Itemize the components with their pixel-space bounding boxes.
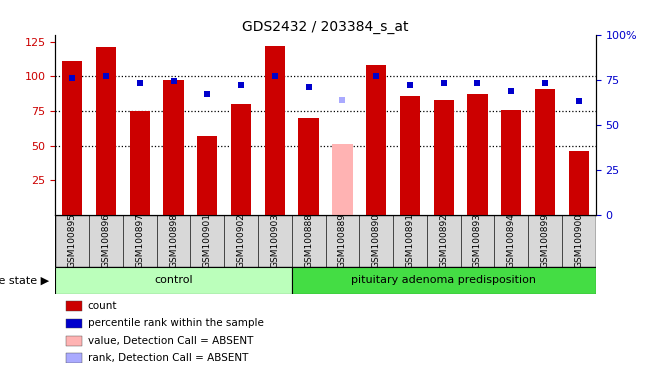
Bar	[393, 215, 427, 267]
Text: GSM100898: GSM100898	[169, 214, 178, 268]
Text: GSM100903: GSM100903	[270, 214, 279, 268]
Bar	[66, 319, 82, 328]
Text: GSM100894: GSM100894	[506, 214, 516, 268]
Bar	[197, 136, 217, 215]
Bar	[130, 111, 150, 215]
Bar	[265, 46, 285, 215]
Bar	[562, 215, 596, 267]
Text: percentile rank within the sample: percentile rank within the sample	[88, 318, 264, 328]
Bar	[299, 118, 319, 215]
Bar	[569, 151, 589, 215]
Bar	[359, 215, 393, 267]
Text: GSM100893: GSM100893	[473, 214, 482, 268]
Text: GSM100901: GSM100901	[203, 214, 212, 268]
Bar	[461, 215, 494, 267]
Bar	[494, 215, 528, 267]
Bar	[224, 215, 258, 267]
Text: GSM100891: GSM100891	[406, 214, 415, 268]
Bar	[66, 301, 82, 311]
Bar	[62, 61, 82, 215]
Text: count: count	[88, 301, 117, 311]
Text: GSM100900: GSM100900	[574, 214, 583, 268]
Bar	[434, 100, 454, 215]
Text: GSM100899: GSM100899	[540, 214, 549, 268]
Text: GSM100892: GSM100892	[439, 214, 448, 268]
Text: GSM100889: GSM100889	[338, 214, 347, 268]
Text: GSM100888: GSM100888	[304, 214, 313, 268]
Bar	[326, 215, 359, 267]
Text: GSM100890: GSM100890	[372, 214, 381, 268]
Bar	[55, 267, 292, 294]
Text: GSM100897: GSM100897	[135, 214, 145, 268]
Bar	[528, 215, 562, 267]
Text: pituitary adenoma predisposition: pituitary adenoma predisposition	[351, 275, 536, 285]
Bar	[467, 94, 488, 215]
Bar	[66, 353, 82, 363]
Text: control: control	[154, 275, 193, 285]
Bar	[332, 144, 353, 215]
Bar	[292, 267, 596, 294]
Bar	[258, 215, 292, 267]
Bar	[427, 215, 461, 267]
Bar	[366, 65, 386, 215]
Bar	[89, 215, 123, 267]
Text: value, Detection Call = ABSENT: value, Detection Call = ABSENT	[88, 336, 253, 346]
Bar	[400, 96, 420, 215]
Title: GDS2432 / 203384_s_at: GDS2432 / 203384_s_at	[242, 20, 409, 33]
Bar	[163, 80, 184, 215]
Bar	[55, 215, 89, 267]
Bar	[157, 215, 191, 267]
Bar	[535, 89, 555, 215]
Bar	[501, 109, 521, 215]
Text: GSM100902: GSM100902	[236, 214, 245, 268]
Bar	[231, 104, 251, 215]
Text: rank, Detection Call = ABSENT: rank, Detection Call = ABSENT	[88, 353, 248, 363]
Bar	[191, 215, 224, 267]
Bar	[66, 336, 82, 346]
Bar	[96, 47, 116, 215]
Bar	[292, 215, 326, 267]
Text: GSM100895: GSM100895	[68, 214, 77, 268]
Text: GSM100896: GSM100896	[102, 214, 111, 268]
Bar	[123, 215, 157, 267]
Text: disease state ▶: disease state ▶	[0, 275, 49, 285]
